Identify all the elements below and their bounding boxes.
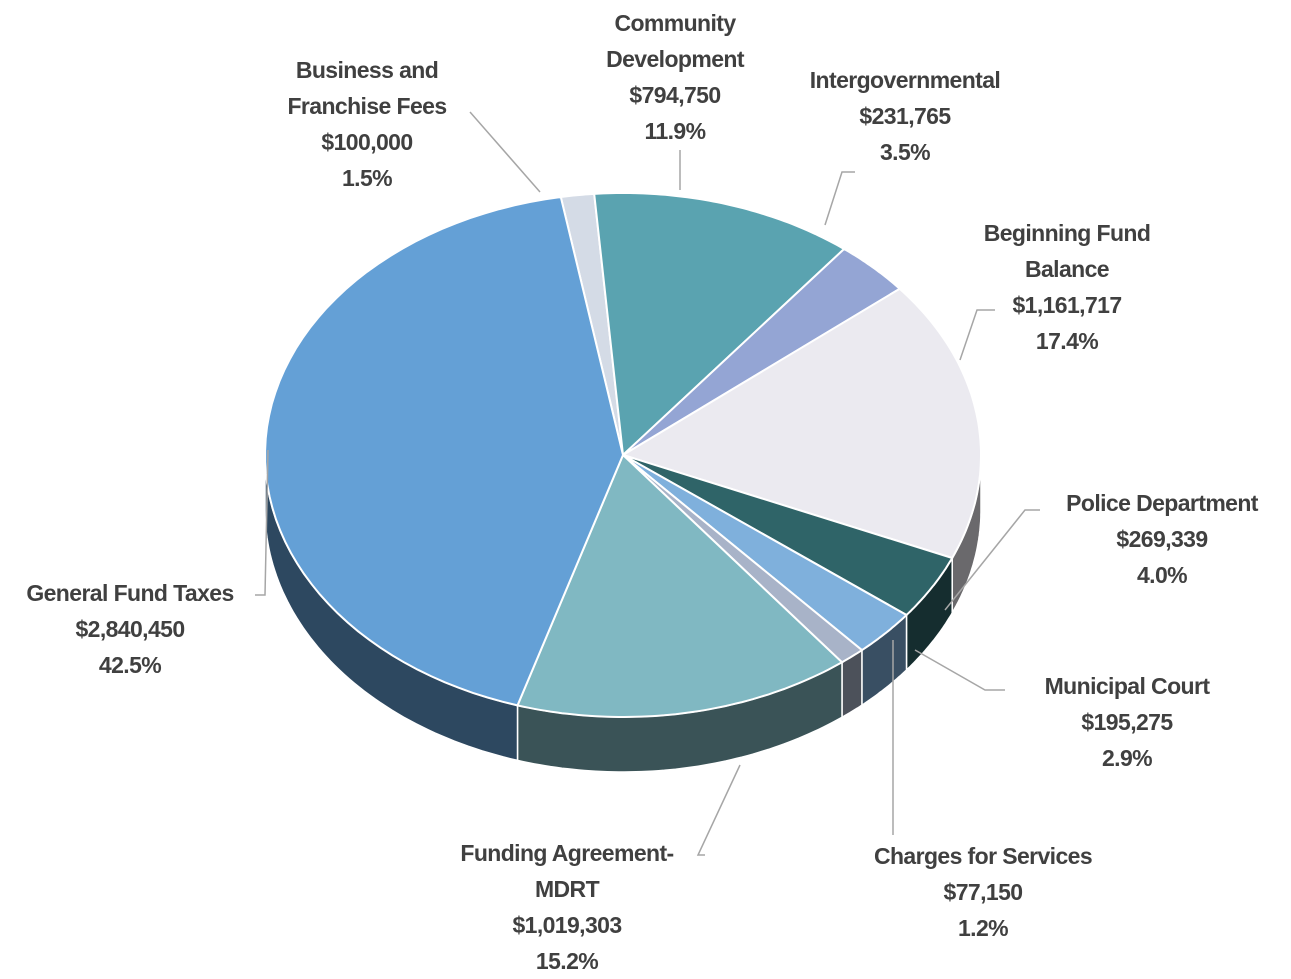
data-label: Community Development $794,750 11.9% — [580, 5, 770, 149]
amount-label: $195,275 — [1081, 709, 1173, 735]
category-label: Municipal Court — [1044, 673, 1210, 699]
category-label: Business and Franchise Fees — [287, 57, 447, 119]
leader-line — [944, 509, 1040, 611]
percent-label: 1.2% — [957, 915, 1009, 941]
slice — [516, 453, 844, 718]
percent-label: 15.2% — [535, 948, 599, 974]
data-label: Municipal Court $195,275 2.9% — [997, 668, 1257, 776]
slice — [622, 454, 909, 652]
category-label: Beginning Fund Balance — [983, 220, 1151, 282]
amount-label: $77,150 — [943, 879, 1024, 905]
percent-label: 1.5% — [341, 165, 393, 191]
data-label: Beginning Fund Balance $1,161,717 17.4% — [967, 215, 1167, 359]
category-label: General Fund Taxes — [26, 580, 234, 606]
leader-line — [824, 171, 855, 226]
slice — [593, 192, 846, 458]
leader-line — [255, 449, 269, 596]
data-label: Charges for Services $77,150 1.2% — [843, 838, 1123, 946]
percent-label: 4.0% — [1136, 562, 1188, 588]
amount-label: $794,750 — [629, 82, 721, 108]
amount-label: $1,019,303 — [512, 912, 622, 938]
category-label: Funding Agreement-MDRT — [460, 840, 674, 902]
percent-label: 3.5% — [879, 139, 931, 165]
data-label: Police Department $269,339 4.0% — [1032, 485, 1291, 593]
leader-line — [959, 309, 995, 361]
leader-line — [914, 649, 1005, 691]
percent-label: 17.4% — [1035, 328, 1099, 354]
data-label: Intergovernmental $231,765 3.5% — [775, 62, 1035, 170]
slice — [264, 195, 625, 707]
category-label: Community Development — [606, 10, 744, 72]
amount-label: $100,000 — [321, 129, 413, 155]
percent-label: 11.9% — [644, 118, 707, 144]
percent-label: 2.9% — [1101, 745, 1153, 771]
percent-label: 42.5% — [98, 652, 162, 678]
data-label: Business and Franchise Fees $100,000 1.5% — [267, 52, 467, 196]
data-label: Funding Agreement-MDRT $1,019,303 15.2% — [432, 835, 702, 979]
leader-line — [696, 764, 741, 856]
amount-label: $231,765 — [859, 103, 951, 129]
amount-label: $2,840,450 — [75, 616, 185, 642]
slice — [622, 247, 902, 456]
amount-label: $1,161,717 — [1012, 292, 1122, 318]
data-label: General Fund Taxes $2,840,450 42.5% — [0, 575, 260, 683]
slice — [620, 287, 982, 560]
category-label: Police Department — [1066, 490, 1258, 516]
category-label: Charges for Services — [873, 843, 1093, 869]
leader-line — [469, 111, 541, 193]
category-label: Intergovernmental — [809, 67, 1001, 93]
amount-label: $269,339 — [1116, 526, 1208, 552]
slice — [622, 454, 954, 617]
